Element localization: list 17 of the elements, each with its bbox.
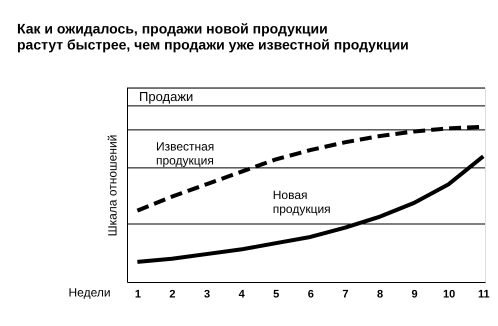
x-tick-label: 5	[273, 288, 280, 300]
x-axis-title: Недели	[68, 286, 111, 300]
x-tick-label: 11	[478, 288, 490, 300]
series-label: Новая продукция	[272, 188, 331, 216]
x-tick-label: 3	[204, 288, 210, 300]
chart-title: Как и ожидалось, продажи новой продукции растут быстрее, чем продажи уже известной продукции	[17, 20, 409, 52]
x-tick-label: 10	[443, 288, 456, 300]
x-tick-label: 2	[169, 288, 176, 300]
x-tick-label: 1	[134, 288, 141, 300]
x-tick-label: 9	[412, 288, 418, 300]
series-label: Известная продукция	[156, 140, 214, 168]
x-tick-label: 4	[238, 288, 246, 300]
y-axis-title: Шкала отношений	[106, 134, 120, 236]
x-tick-label: 7	[342, 288, 348, 300]
x-tick-label: 8	[376, 288, 384, 300]
x-tick-label: 6	[308, 288, 314, 300]
text: Продажи	[139, 89, 194, 104]
